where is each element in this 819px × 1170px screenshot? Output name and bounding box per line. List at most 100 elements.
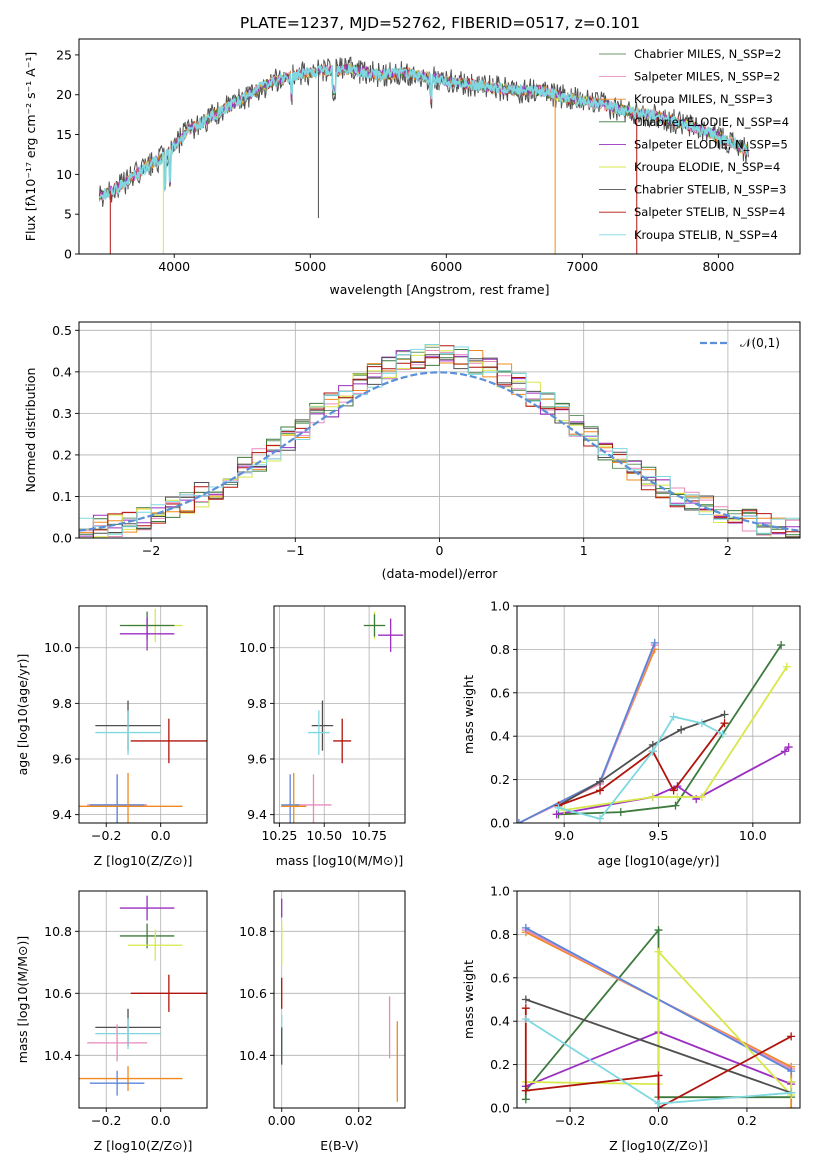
axes-massweight_vs_Z: −0.2 0.0 0.2 0.0 0.2 0.4 0.6 0.8 1.0 Z [log10(Z/Z… [461,884,801,1153]
y-tick-label: 9.6 [247,752,267,767]
x-tick-label: 0.02 [345,1113,373,1128]
y-tick-label: 10.0 [239,640,267,655]
mass-weight-marker [521,1015,530,1024]
mass-weight-marker [787,1088,796,1097]
mass-weight-marker [787,1067,796,1076]
figure-title: PLATE=1237, MJD=52762, FIBERID=0517, z=0… [240,14,640,32]
legend-entry: Salpeter MILES, N_SSP=2 [634,70,780,84]
errorbar-point [311,700,334,751]
legend: Chabrier MILES, N_SSP=2 Salpeter MILES, N… [599,47,789,242]
mass-weight-marker [787,1104,796,1108]
legend-entry: Kroupa ELODIE, N_SSP=4 [634,160,780,174]
x-tick-label: 0 [436,543,444,558]
errorbar-point [87,1024,148,1062]
mass-weight-marker [596,777,605,786]
axes-frame [78,605,208,824]
mass-weight-marker [677,725,686,734]
legend-entry: Kroupa STELIB, N_SSP=4 [634,228,778,242]
mass-weight-marker [784,743,793,752]
y-tick-label: 10.6 [44,986,72,1001]
y-tick-label: 10.4 [44,1048,72,1063]
y-tick-label: 0.0 [490,1101,510,1116]
x-tick-label: 0.0 [151,828,171,843]
y-tick-label: 0.4 [490,1014,510,1029]
plot-area [521,923,796,1108]
errorbar-point [295,774,332,823]
x-tick-label: 0.2 [737,1113,757,1128]
axes-frame [78,890,208,1109]
y-tick-label: 10.6 [239,986,267,1001]
plot-area [79,344,800,538]
x-axis-label: age [log10(age/yr)] [598,853,720,868]
y-tick-label: 15 [56,127,72,142]
errorbar-point [363,614,386,637]
mass-weight-marker [552,810,561,819]
mass-weight-marker [521,923,530,932]
mass-weight-marker [673,792,682,801]
x-tick-label: 10.75 [351,828,387,843]
mass-weight-line [556,746,790,816]
mass-weight-marker [596,786,605,795]
legend-entry: Salpeter ELODIE, N_SSP=5 [634,137,788,151]
axes-age_vs_Z: −0.2 0.0 9.4 9.6 9.8 10.0 Z [log10(Z/Z⊙)] age [… [15,605,208,868]
x-axis-label: (data-model)/error [382,566,499,581]
spectrum-line [99,63,749,200]
spectrum-line [99,63,749,202]
y-tick-label: 0.6 [490,685,510,700]
mass-weight-marker [654,1071,663,1080]
mass-weight-marker [654,947,663,956]
x-tick-label: −0.2 [91,1113,121,1128]
mass-weight-marker [671,801,680,810]
y-tick-label: 0.0 [490,816,510,831]
mass-weight-line [558,715,724,820]
axes-mass_vs_Z: −0.2 0.0 10.4 10.6 10.8 Z [log10(Z/Z⊙)] mass [… [15,890,208,1153]
y-tick-label: 0.0 [52,531,72,546]
x-tick-label: 7000 [566,259,598,274]
y-tick-label: 0.3 [52,406,72,421]
x-tick-label: 0.00 [268,1113,296,1128]
axes-frame [78,38,801,255]
mass-weight-marker [720,719,729,728]
x-tick-label: 1 [580,543,588,558]
y-tick-label: 10.0 [44,640,72,655]
mass-weight-marker [777,641,786,650]
y-tick-label: 1.0 [490,884,510,899]
normal-curve [79,371,800,532]
y-tick-label: 9.8 [52,696,72,711]
plot-area [517,638,793,823]
mass-weight-marker [697,792,706,801]
y-tick-label: 25 [56,47,72,62]
plot-area [79,608,207,823]
errorbar-point [79,772,183,823]
x-tick-label: 2 [724,543,732,558]
y-tick-label: 9.8 [247,696,267,711]
mass-weight-marker [554,803,563,812]
mass-weight-marker [517,819,523,823]
mass-weight-marker [720,710,729,719]
errorbar-point [333,718,352,764]
y-axis-label: Normed distribution [23,368,38,493]
y-tick-label: 0.4 [490,729,510,744]
x-tick-label: −2 [142,543,160,558]
errorbar-point [281,772,307,823]
errorbar-point [119,617,175,651]
y-axis-label: mass [log10(M/M⊙)] [15,936,30,1064]
errorbar-point [95,710,161,755]
legend-entry: Chabrier MILES, N_SSP=2 [634,47,781,61]
x-tick-label: −0.2 [91,828,121,843]
mass-weight-marker [650,638,659,647]
y-tick-label: 0.5 [52,323,72,338]
x-tick-label: 8000 [702,259,734,274]
x-tick-label: 9.0 [554,828,574,843]
axes-mass_vs_EBV: 0.00 0.02 10.4 10.6 10.8 E(B-V) [239,890,406,1153]
mass-weight-marker [654,1099,663,1108]
y-tick-label: 9.4 [247,807,267,822]
y-tick-label: 0.2 [490,1057,510,1072]
spectrum-line [99,63,749,201]
axes-spectrum: 4000 5000 6000 7000 8000 0 5 10 15 20 25 wavelength… [23,38,801,297]
y-axis-label: mass weight [461,960,476,1039]
plot-area [281,611,404,823]
x-axis-label: mass [log10(M/M⊙)] [276,853,404,868]
plots-layer: 4000 5000 6000 7000 80000510152025wavelength… [15,38,801,1153]
y-tick-label: 0.2 [490,772,510,787]
